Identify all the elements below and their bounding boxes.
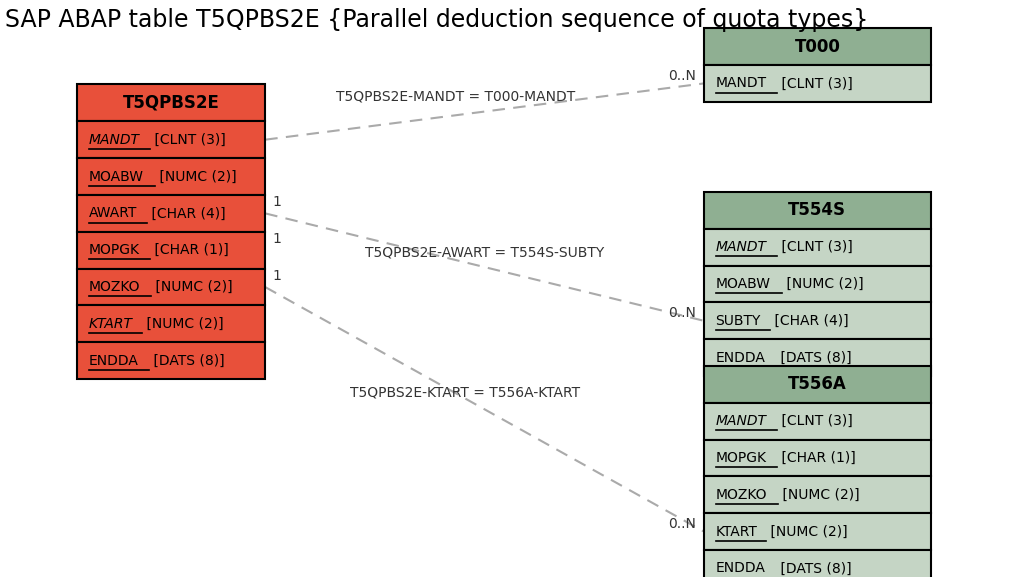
Text: [DATS (8)]: [DATS (8)] <box>149 354 225 368</box>
FancyBboxPatch shape <box>704 265 931 302</box>
FancyBboxPatch shape <box>704 65 931 102</box>
Text: 0..N: 0..N <box>669 69 697 83</box>
Text: [DATS (8)]: [DATS (8)] <box>776 561 851 575</box>
Text: [CLNT (3)]: [CLNT (3)] <box>777 240 852 254</box>
Text: ENDDA: ENDDA <box>715 351 766 365</box>
Text: T5QPBS2E-KTART = T556A-KTART: T5QPBS2E-KTART = T556A-KTART <box>350 385 580 399</box>
Text: T000: T000 <box>795 38 840 55</box>
FancyBboxPatch shape <box>704 513 931 550</box>
FancyBboxPatch shape <box>77 195 265 232</box>
Text: SUBTY: SUBTY <box>715 314 761 328</box>
FancyBboxPatch shape <box>77 84 265 121</box>
FancyBboxPatch shape <box>77 269 265 305</box>
Text: MOZKO: MOZKO <box>715 488 767 502</box>
Text: 1: 1 <box>272 269 282 283</box>
Text: T556A: T556A <box>788 375 846 394</box>
Text: T5QPBS2E: T5QPBS2E <box>123 94 220 112</box>
Text: [CHAR (1)]: [CHAR (1)] <box>151 243 229 257</box>
Text: [DATS (8)]: [DATS (8)] <box>776 351 851 365</box>
FancyBboxPatch shape <box>704 228 931 265</box>
Text: 0..N: 0..N <box>669 306 697 320</box>
Text: [NUMC (2)]: [NUMC (2)] <box>782 277 864 291</box>
Text: [CLNT (3)]: [CLNT (3)] <box>777 414 852 428</box>
Text: T5QPBS2E-AWART = T554S-SUBTY: T5QPBS2E-AWART = T554S-SUBTY <box>365 245 605 260</box>
FancyBboxPatch shape <box>77 121 265 158</box>
Text: SAP ABAP table T5QPBS2E {Parallel deduction sequence of quota types}: SAP ABAP table T5QPBS2E {Parallel deduct… <box>5 8 868 32</box>
FancyBboxPatch shape <box>77 305 265 342</box>
FancyBboxPatch shape <box>704 550 931 577</box>
Text: 1: 1 <box>272 195 282 209</box>
Text: MOABW: MOABW <box>715 277 771 291</box>
FancyBboxPatch shape <box>704 302 931 339</box>
Text: ENDDA: ENDDA <box>715 561 766 575</box>
Text: MOPGK: MOPGK <box>89 243 139 257</box>
FancyBboxPatch shape <box>704 403 931 440</box>
Text: MOPGK: MOPGK <box>715 451 767 465</box>
FancyBboxPatch shape <box>704 440 931 477</box>
Text: MANDT: MANDT <box>89 133 139 147</box>
Text: MANDT: MANDT <box>715 414 767 428</box>
Text: KTART: KTART <box>715 524 757 539</box>
Text: MANDT: MANDT <box>715 240 767 254</box>
Text: [CLNT (3)]: [CLNT (3)] <box>151 133 226 147</box>
FancyBboxPatch shape <box>704 28 931 65</box>
Text: 1: 1 <box>272 232 282 246</box>
Text: [NUMC (2)]: [NUMC (2)] <box>151 280 232 294</box>
Text: [NUMC (2)]: [NUMC (2)] <box>155 170 236 183</box>
Text: ENDDA: ENDDA <box>89 354 138 368</box>
FancyBboxPatch shape <box>77 342 265 379</box>
FancyBboxPatch shape <box>704 477 931 513</box>
FancyBboxPatch shape <box>704 339 931 376</box>
Text: [CHAR (4)]: [CHAR (4)] <box>770 314 849 328</box>
Text: [CLNT (3)]: [CLNT (3)] <box>777 76 853 91</box>
Text: MOABW: MOABW <box>89 170 143 183</box>
Text: [CHAR (4)]: [CHAR (4)] <box>147 207 226 220</box>
Text: T5QPBS2E-MANDT = T000-MANDT: T5QPBS2E-MANDT = T000-MANDT <box>336 90 575 104</box>
Text: [NUMC (2)]: [NUMC (2)] <box>766 524 847 539</box>
FancyBboxPatch shape <box>704 366 931 403</box>
FancyBboxPatch shape <box>77 158 265 195</box>
Text: MOZKO: MOZKO <box>89 280 140 294</box>
Text: MANDT: MANDT <box>715 76 767 91</box>
Text: [NUMC (2)]: [NUMC (2)] <box>141 317 223 331</box>
Text: [NUMC (2)]: [NUMC (2)] <box>778 488 860 502</box>
Text: T554S: T554S <box>788 201 846 219</box>
Text: AWART: AWART <box>89 207 137 220</box>
FancyBboxPatch shape <box>704 192 931 228</box>
Text: [CHAR (1)]: [CHAR (1)] <box>777 451 856 465</box>
FancyBboxPatch shape <box>77 232 265 269</box>
Text: 0..N: 0..N <box>669 517 697 531</box>
Text: KTART: KTART <box>89 317 133 331</box>
